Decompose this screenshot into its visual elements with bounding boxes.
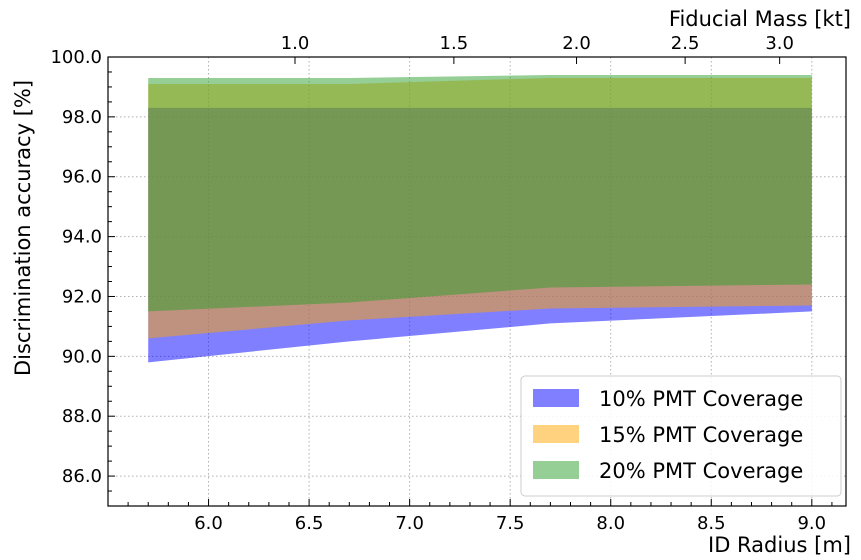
- legend: 10% PMT Coverage 15% PMT Coverage 20% PMT …: [520, 375, 842, 497]
- y-tick-label: 100.0: [50, 47, 102, 68]
- x-tick-label: 7.0: [395, 513, 424, 534]
- y-tick-label: 86.0: [62, 466, 102, 487]
- plot-areas: [148, 74, 812, 363]
- x-tick-label: 6.0: [194, 513, 223, 534]
- x-tick-label: 6.5: [295, 513, 324, 534]
- legend-swatch: [533, 389, 579, 407]
- y-axis-title: Discrimination accuracy [%]: [11, 80, 35, 376]
- legend-box: [520, 375, 842, 497]
- top-tick-label: 2.5: [671, 33, 700, 54]
- top-axis-title: Fiducial Mass [kt]: [669, 7, 851, 31]
- legend-label: 15% PMT Coverage: [599, 423, 803, 447]
- y-tick-label: 92.0: [62, 286, 102, 307]
- legend-label: 10% PMT Coverage: [599, 387, 803, 411]
- y-tick-label: 98.0: [62, 107, 102, 128]
- x-tick-label: 9.0: [797, 513, 826, 534]
- axis-ticks: [108, 56, 833, 506]
- x-axis-title: ID Radius [m]: [708, 533, 851, 557]
- x-tick-label: 7.5: [496, 513, 525, 534]
- top-tick-label: 1.0: [281, 33, 310, 54]
- y-tick-label: 94.0: [62, 227, 102, 248]
- top-tick-label: 2.0: [562, 33, 591, 54]
- x-tick-label: 8.0: [596, 513, 625, 534]
- legend-swatch: [533, 461, 579, 479]
- legend-swatch: [533, 425, 579, 443]
- legend-label: 20% PMT Coverage: [599, 459, 803, 483]
- y-tick-label: 96.0: [62, 167, 102, 188]
- top-tick-label: 1.5: [440, 33, 469, 54]
- tick-labels: 6.0 6.5 7.0 7.5 8.0 8.5 9.0 86.0 88.0 90.0 92.0 94.…: [50, 33, 826, 534]
- y-tick-label: 90.0: [62, 346, 102, 367]
- x-tick-label: 8.5: [697, 513, 726, 534]
- area-band-series-3: [148, 74, 812, 312]
- y-tick-label: 88.0: [62, 406, 102, 427]
- top-tick-label: 3.0: [765, 33, 794, 54]
